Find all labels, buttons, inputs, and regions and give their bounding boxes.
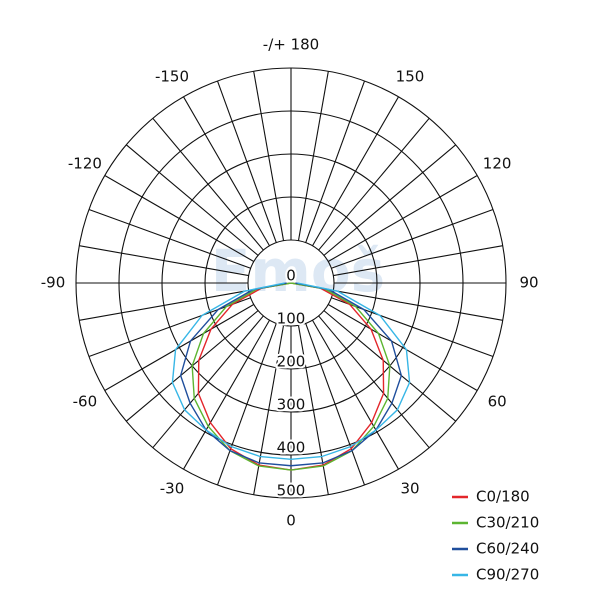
grid-ring [204, 196, 378, 370]
legend-label: C0/180 [476, 488, 530, 506]
series-line [171, 282, 411, 461]
grid-ring [161, 153, 421, 413]
grid-ring [118, 110, 464, 456]
angle-tick-label: -150 [155, 67, 189, 85]
r-tick-label: 200 [277, 353, 306, 371]
r-tick-label: 300 [277, 396, 306, 414]
grid-ring [247, 239, 335, 327]
series-line [191, 282, 391, 471]
r-tick-label: 400 [277, 439, 306, 457]
angle-tick-label: 30 [400, 480, 419, 498]
angle-tick-label: -90 [41, 274, 66, 292]
angle-tick-label: -60 [73, 393, 98, 411]
angle-tick-label: 0 [286, 512, 296, 530]
angle-tick-label: -120 [68, 155, 102, 173]
angle-tick-label: 120 [483, 155, 512, 173]
grid-ring [75, 67, 507, 499]
r-tick-label: 500 [277, 482, 306, 500]
legend-label: C60/240 [476, 540, 539, 558]
angle-tick-label: 60 [488, 393, 507, 411]
angle-tick-label: -/+ 180 [263, 36, 319, 54]
r-tick-label: 100 [277, 310, 306, 328]
angle-tick-label: -30 [160, 480, 185, 498]
angle-tick-label: 90 [519, 274, 538, 292]
legend-label: C90/270 [476, 566, 539, 584]
legend-label: C30/210 [476, 514, 539, 532]
r-tick-label: 0 [286, 267, 296, 285]
series-line [179, 282, 403, 467]
angle-tick-label: 150 [396, 67, 425, 85]
